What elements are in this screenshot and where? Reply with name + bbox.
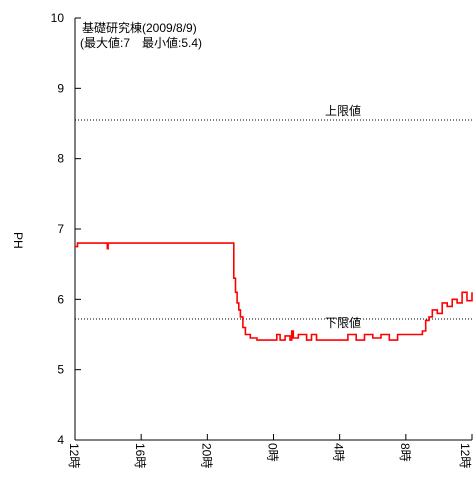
x-tick-label: 8時 (398, 443, 412, 462)
x-tick-label: 12時 (458, 443, 472, 468)
y-tick-label: 5 (57, 363, 64, 377)
y-tick-label: 9 (57, 81, 64, 95)
y-axis-label: PH (11, 232, 25, 249)
y-tick-label: 8 (57, 152, 64, 166)
y-tick-label: 6 (57, 292, 64, 306)
reference-line-label: 下限値 (325, 315, 361, 330)
series-line (75, 242, 473, 341)
x-tick-label: 0時 (266, 443, 280, 462)
x-tick-label: 4時 (332, 443, 346, 462)
chart-subtitle: (最大値:7 最小値:5.4) (80, 35, 202, 50)
x-axis-ticks: 12時 16時 20時 0時 4時 8時 12時 (67, 434, 473, 468)
x-tick-label: 20時 (199, 443, 213, 468)
y-tick-label: 10 (51, 11, 65, 25)
y-axis-ticks: 4 5 6 7 8 9 10 (51, 11, 81, 447)
x-tick-label: 16時 (133, 443, 147, 468)
y-tick-label: 7 (57, 222, 64, 236)
series-layer (75, 242, 473, 341)
x-tick-label: 12時 (67, 443, 81, 468)
chart-title: 基礎研究棟(2009/8/9) (82, 20, 197, 35)
y-tick-label: 4 (57, 433, 64, 447)
plot-frame (74, 18, 472, 441)
reference-line-label: 上限値 (325, 103, 361, 118)
